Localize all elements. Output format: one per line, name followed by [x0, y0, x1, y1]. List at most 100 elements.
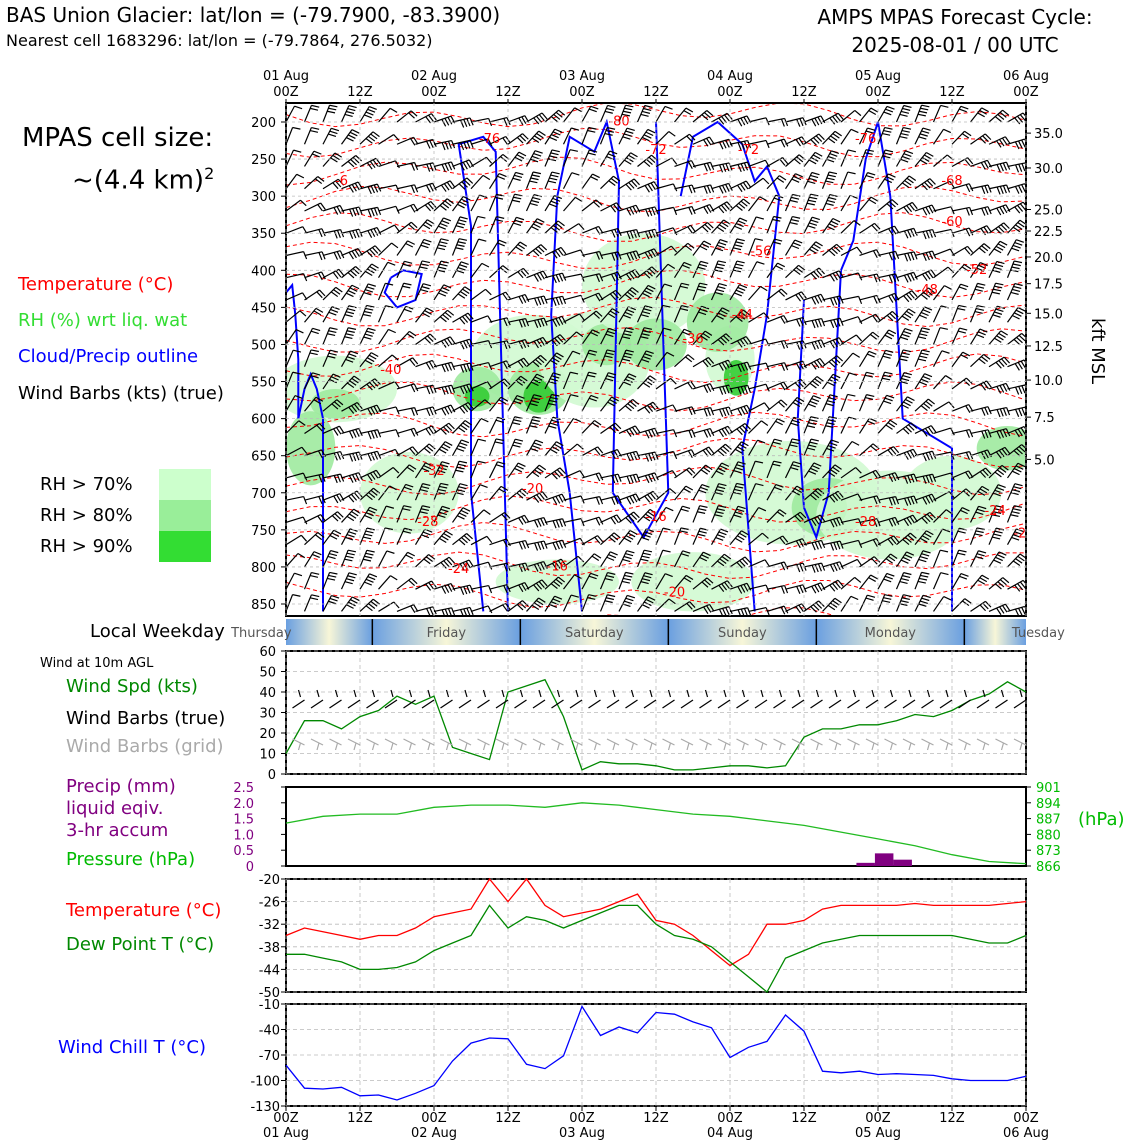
- wind-barb-flag: [740, 407, 746, 415]
- wind-barb-staff: [377, 305, 387, 323]
- wind-barb: [692, 330, 713, 345]
- wind-barb-flag: [908, 308, 916, 314]
- wind-barb: [470, 315, 493, 323]
- grid-barb-staff: [699, 738, 712, 746]
- wind-barb-flag: [733, 514, 742, 518]
- wind-barb-flag: [800, 378, 807, 386]
- wind-barb-flag: [611, 396, 619, 402]
- wind-barb: [599, 327, 617, 345]
- wind-barb-flag: [394, 224, 400, 232]
- wind-barb-flag: [541, 112, 548, 120]
- wind-barb: [988, 446, 1011, 459]
- wind-barb-flag: [626, 453, 631, 462]
- wind-barb-flag: [808, 159, 817, 165]
- wind-barb-flag: [924, 306, 933, 311]
- wind-barb-flag: [328, 330, 337, 334]
- wind-barb-flag: [888, 518, 894, 527]
- wind-barb-flag: [457, 293, 466, 299]
- wind-barb: [748, 402, 770, 412]
- wind-barb-flag: [991, 291, 1000, 295]
- wind-barb-staff: [840, 171, 849, 189]
- wind-barb-flag: [390, 689, 394, 698]
- wind-barb-flag: [924, 373, 933, 378]
- wind-barb: [507, 339, 530, 349]
- wind-barb-flag: [598, 226, 604, 234]
- wind-barb-flag: [739, 560, 746, 567]
- wind-barb: [896, 201, 918, 214]
- wind-barb-staff: [736, 699, 749, 709]
- wind-barb-flag: [647, 596, 656, 601]
- wind-barb-flag: [333, 289, 341, 295]
- wind-barb-flag: [706, 605, 712, 613]
- temperature-label: -40: [380, 363, 401, 378]
- wind-barb-flag: [722, 408, 727, 417]
- wind-barb-flag: [559, 334, 566, 341]
- wind-barb: [618, 398, 640, 412]
- wind-barb-flag: [833, 518, 838, 527]
- wind-barb-flag: [883, 352, 893, 356]
- wind-barb-flag: [587, 597, 596, 600]
- wind-barb-flag: [910, 422, 918, 429]
- wind-barb-staff: [286, 127, 294, 145]
- wind-barb: [433, 384, 456, 395]
- wind-barb: [581, 516, 604, 526]
- wind-barb-staff: [840, 246, 858, 257]
- wind-barb-flag: [485, 288, 492, 296]
- wind-barb-flag: [791, 245, 800, 250]
- wind-barb: [359, 573, 378, 590]
- wind-barb-flag: [587, 374, 596, 378]
- wind-barb-flag: [832, 217, 841, 223]
- wind-barb-flag: [872, 315, 878, 323]
- wind-barb-flag: [556, 689, 561, 698]
- wind-barb: [452, 383, 474, 395]
- wind-barb-flag: [812, 492, 820, 499]
- wind-barb-flag: [830, 297, 835, 306]
- wind-barb-flag: [1038, 442, 1045, 446]
- grid-barb-staff: [865, 738, 879, 746]
- wind-barb-flag: [868, 110, 877, 116]
- wind-barb-flag: [1000, 224, 1008, 231]
- wind-barb-flag: [981, 485, 990, 491]
- wind-barb-flag: [717, 285, 726, 290]
- wind-barb-flag: [802, 360, 807, 369]
- wind-barb: [396, 427, 419, 437]
- wind-barb-flag: [496, 216, 505, 219]
- wind-barb: [286, 534, 308, 546]
- wind-barb-flag: [410, 384, 416, 393]
- wind-barb: [433, 582, 456, 594]
- wind-barb-flag: [1014, 186, 1020, 194]
- wind-barb: [433, 260, 449, 278]
- wind-barb-flag: [310, 330, 319, 335]
- wind-barb: [322, 306, 340, 323]
- wind-barb-flag: [792, 401, 801, 408]
- wind-barb: [452, 362, 474, 373]
- wind-barb-staff: [717, 699, 731, 709]
- wind-barb-flag: [467, 312, 474, 320]
- wind-barb: [1007, 553, 1026, 568]
- wind-barb-flag: [1012, 288, 1021, 293]
- wind-barb-flag: [1019, 114, 1026, 122]
- top-date-label: 04 Aug: [707, 69, 753, 84]
- bottom-date-label: 03 Aug: [559, 1126, 605, 1140]
- wind-barb-flag: [826, 177, 835, 181]
- wind-barb-flag: [872, 539, 878, 547]
- wind-barb-flag: [642, 604, 650, 609]
- wind-barb: [803, 582, 826, 594]
- wind-barb: [1007, 332, 1026, 346]
- wind-barb: [415, 219, 435, 234]
- wind-barb: [470, 399, 492, 412]
- wind-barb-flag: [651, 428, 656, 437]
- wind-barb-flag: [1015, 465, 1024, 470]
- cell-size-value: ~(4.4 km): [72, 165, 205, 196]
- wind-barb-flag: [740, 585, 746, 593]
- wind-barb-flag: [865, 597, 874, 601]
- wind-barb-flag: [627, 403, 635, 410]
- wind-barb: [951, 283, 969, 301]
- wind-barb: [470, 438, 487, 456]
- wind-barb-flag: [743, 584, 749, 592]
- wind-barb: [452, 584, 474, 595]
- wind-barb-flag: [979, 577, 988, 583]
- wind-barb-flag: [524, 515, 530, 523]
- wind-barb-flag: [517, 360, 524, 368]
- wind-barb-flag: [464, 420, 472, 426]
